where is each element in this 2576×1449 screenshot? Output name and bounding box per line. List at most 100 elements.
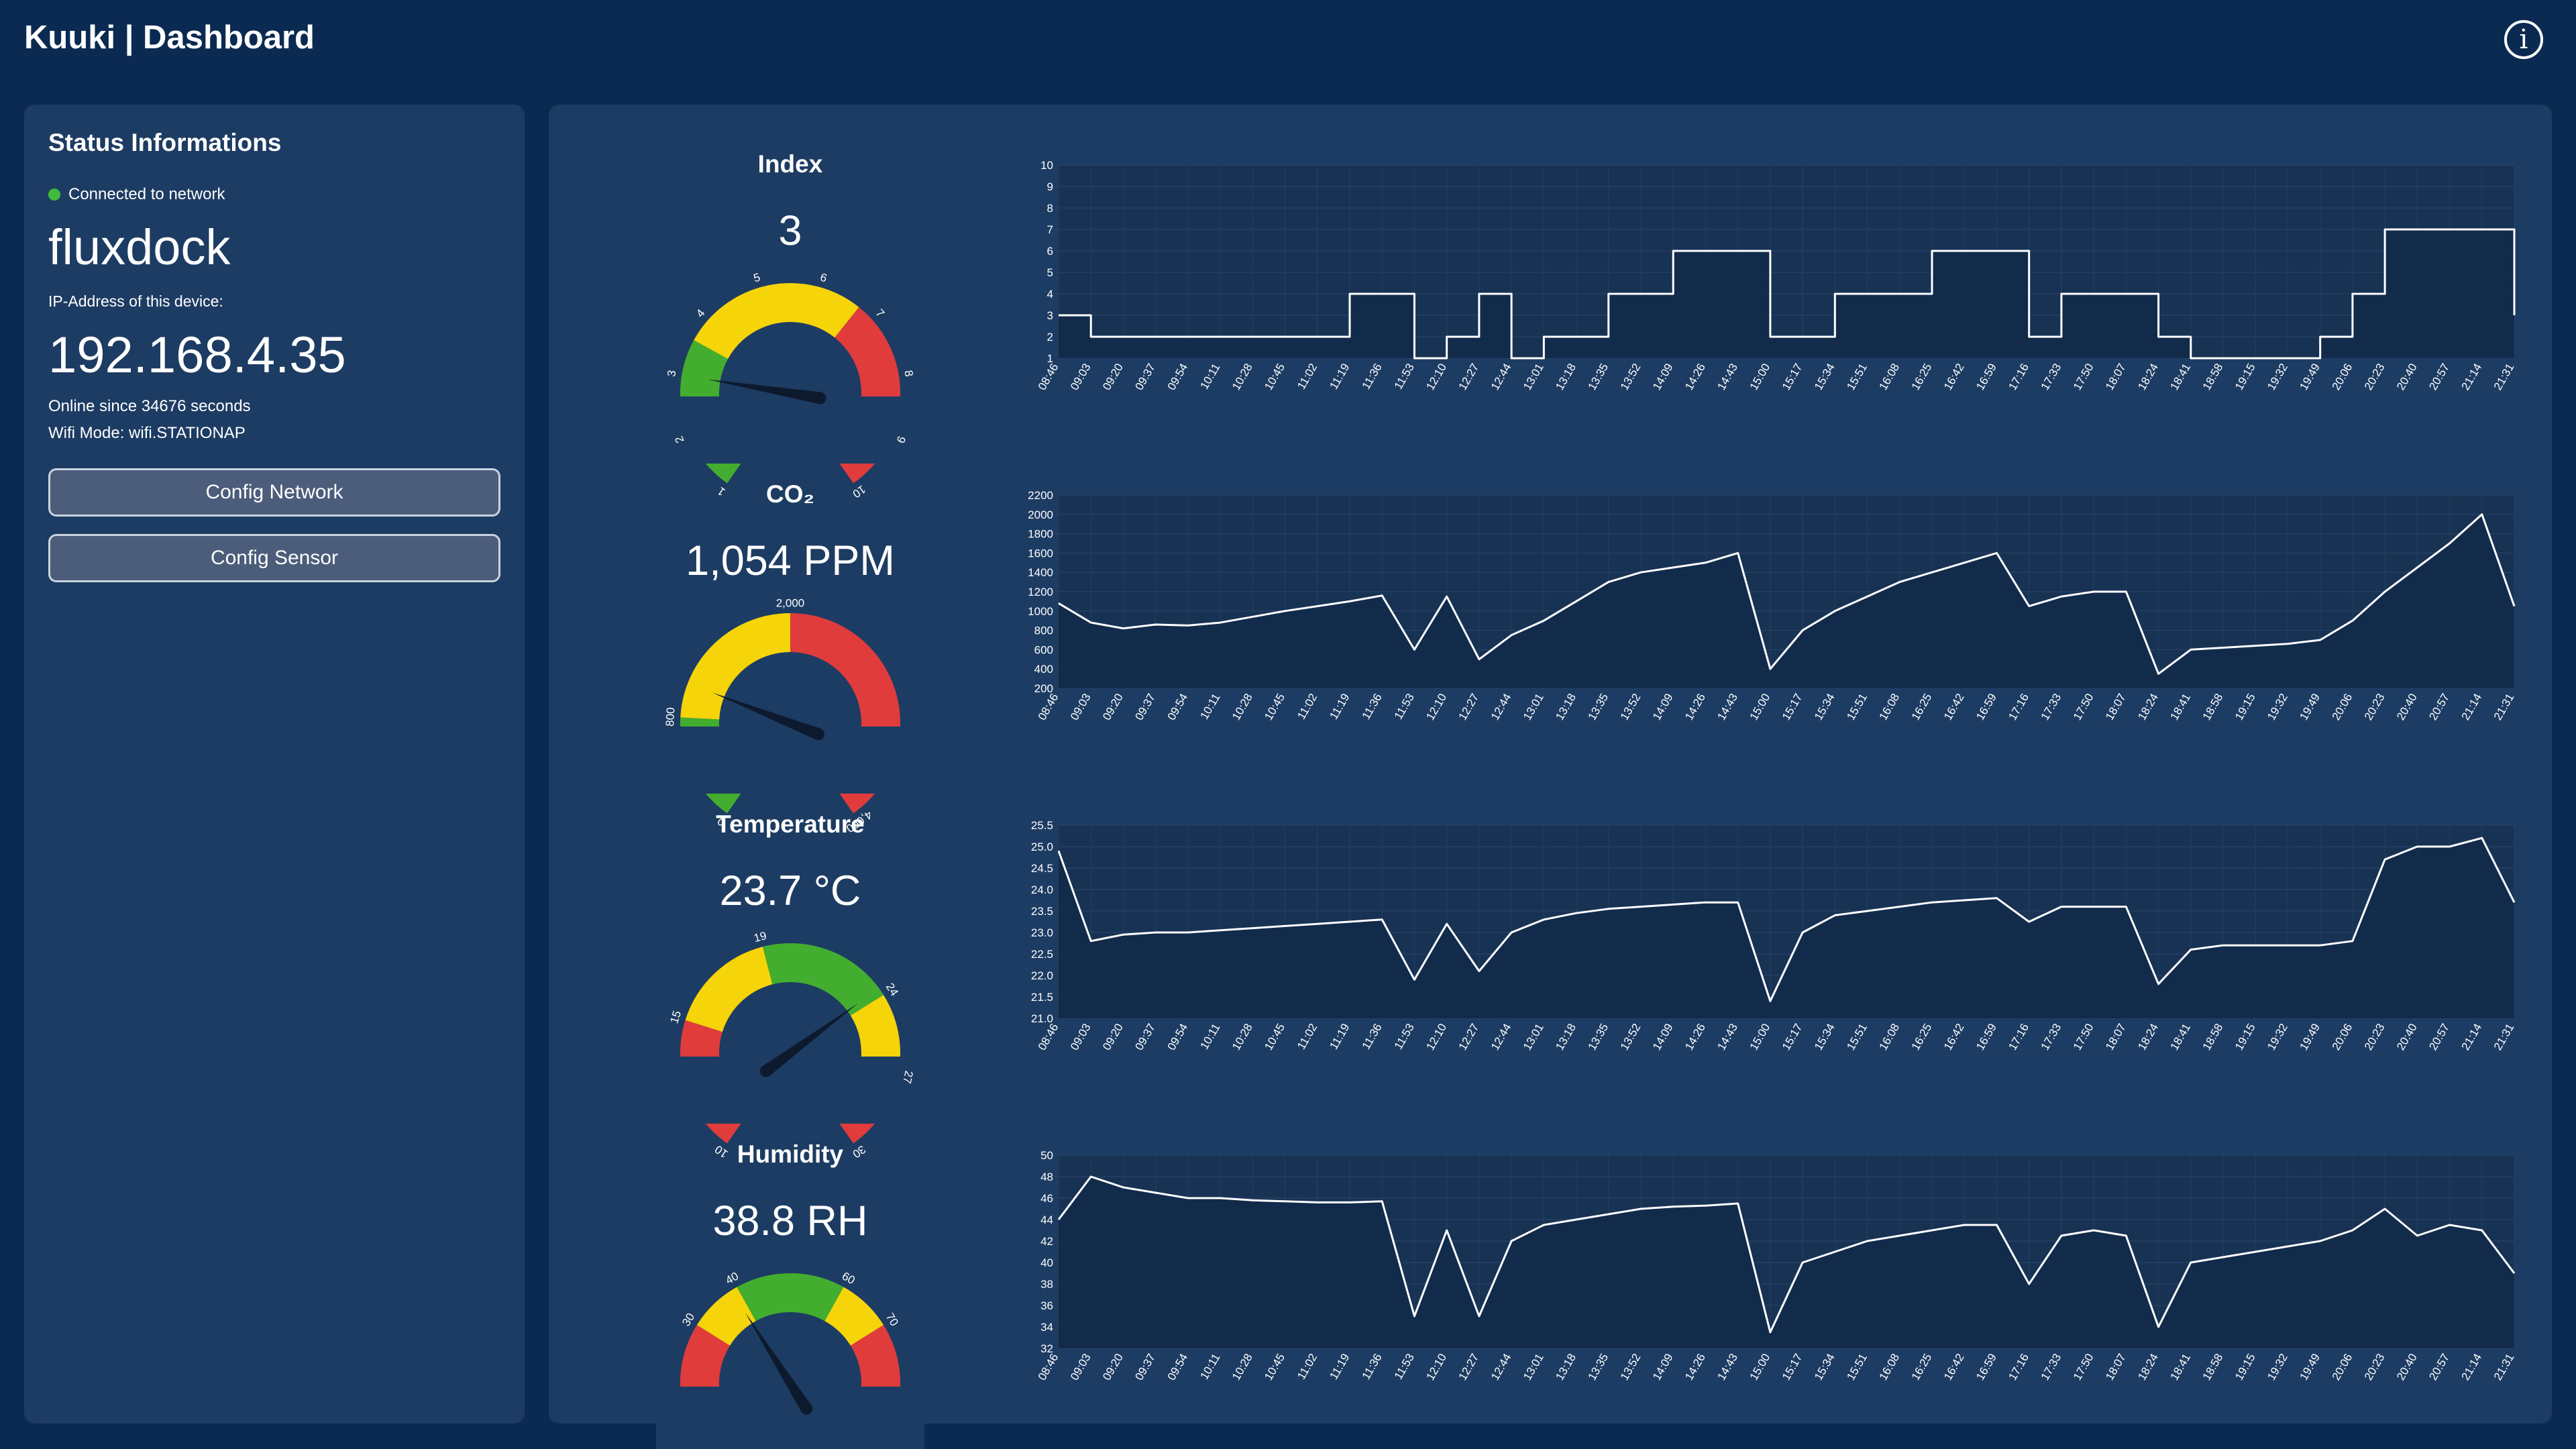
co2-title: CO₂: [766, 480, 814, 508]
temperature-value: 23.7 °C: [719, 867, 861, 914]
humidity-chart-x-tick: 13:18: [1553, 1352, 1578, 1383]
temperature-chart-y-tick: 24.5: [1031, 862, 1053, 875]
co2-gauge-needle: [712, 692, 821, 740]
humidity-chart-x-tick: 15:34: [1812, 1352, 1837, 1383]
index-chart-x-tick: 12:10: [1424, 362, 1449, 392]
temperature-chart-y-tick: 21.0: [1031, 1012, 1053, 1025]
index-chart-x-tick: 11:02: [1295, 362, 1320, 392]
temperature-chart-x-tick: 09:37: [1132, 1022, 1158, 1053]
config-sensor-button[interactable]: Config Sensor: [48, 534, 500, 582]
humidity-gauge-mask: [656, 1387, 924, 1449]
temperature-gauge-mask: [656, 1057, 924, 1124]
index-chart-x-tick: 18:07: [2103, 362, 2129, 392]
temperature-chart-x-tick: 14:09: [1650, 1022, 1676, 1053]
humidity-chart-y-tick: 34: [1040, 1321, 1053, 1334]
co2-chart-x-tick: 15:00: [1748, 692, 1773, 722]
index-chart-x-tick: 11:19: [1327, 362, 1352, 392]
humidity-chart-x-tick: 20:57: [2426, 1352, 2452, 1383]
humidity-chart-x-tick: 11:19: [1327, 1352, 1352, 1382]
index-gauge-hub: [814, 392, 826, 405]
temperature-chart-x-tick: 15:34: [1812, 1022, 1837, 1053]
temperature-chart-x-tick: 10:45: [1262, 1022, 1287, 1053]
index-chart-series-line: [1059, 228, 2516, 360]
temperature-chart-x-tick: 16:25: [1909, 1022, 1935, 1053]
humidity-chart-x-tick: 13:35: [1586, 1352, 1611, 1383]
temperature-chart-y-tick: 22.5: [1031, 948, 1053, 961]
humidity-chart-x-tick: 16:59: [1974, 1352, 1999, 1383]
co2-chart-x-tick: 18:58: [2200, 692, 2226, 722]
co2-gauge-mask: [656, 727, 924, 794]
config-network-button[interactable]: Config Network: [48, 468, 500, 517]
co2-chart-x-tick: 14:43: [1715, 692, 1740, 722]
humidity-gauge: 030406070100: [656, 1270, 924, 1449]
co2-chart-x-tick: 14:26: [1682, 692, 1708, 722]
co2-chart-x-tick: 13:18: [1553, 692, 1578, 722]
index-gauge-tick-label: 4: [694, 307, 707, 320]
index-chart-x-tick: 09:03: [1068, 362, 1093, 392]
humidity-chart-x-tick: 08:46: [1036, 1352, 1061, 1383]
co2-chart-x-tick: 20:23: [2362, 692, 2387, 722]
temperature-chart-x-tick: 19:15: [2233, 1022, 2258, 1053]
temperature-chart-x-tick: 08:46: [1036, 1022, 1061, 1053]
temperature-chart-x-tick: 18:58: [2200, 1022, 2226, 1053]
co2-chart-x-tick: 11:36: [1360, 692, 1385, 722]
humidity-chart-x-tick: 18:07: [2103, 1352, 2129, 1383]
humidity-chart-x-tick: 12:10: [1424, 1352, 1449, 1383]
index-chart-x-tick: 13:35: [1586, 362, 1611, 392]
co2-chart-y-tick: 400: [1034, 663, 1053, 676]
humidity-chart-x-tick: 11:02: [1295, 1352, 1320, 1382]
temperature-chart-x-tick: 16:08: [1877, 1022, 1902, 1053]
temperature-gauge-tick-label: 24: [883, 981, 901, 998]
co2-chart-x-tick: 10:45: [1262, 692, 1287, 722]
humidity-chart-x-tick: 16:42: [1941, 1352, 1967, 1383]
index-chart-x-tick: 18:24: [2135, 362, 2161, 392]
co2-chart-x-tick: 16:08: [1877, 692, 1902, 722]
humidity-chart: 32 34 36 38 40 42 44 46 48 50 08:46 09:03 09:20 09:37…: [1036, 1149, 2517, 1383]
co2-chart-x-tick: 21:14: [2459, 692, 2485, 722]
temperature-chart-x-tick: 17:33: [2039, 1022, 2064, 1053]
humidity-chart-x-tick: 14:26: [1682, 1352, 1708, 1383]
co2-chart-x-tick: 11:02: [1295, 692, 1320, 722]
co2-chart-y-tick: 2000: [1028, 508, 1053, 521]
index-chart-y-tick: 8: [1047, 202, 1053, 215]
index-chart-x-tick: 15:51: [1844, 362, 1870, 392]
co2-chart-y-tick: 1200: [1028, 586, 1053, 598]
temperature-chart-x-tick: 10:11: [1197, 1022, 1222, 1052]
temperature-chart-x-tick: 09:54: [1165, 1022, 1191, 1053]
humidity-chart-x-tick: 14:09: [1650, 1352, 1676, 1383]
temperature-chart-y-tick: 25.5: [1031, 819, 1053, 832]
humidity-chart-y-tick: 36: [1040, 1299, 1053, 1312]
index-chart-x-tick: 18:58: [2200, 362, 2226, 392]
index-chart-x-tick: 11:36: [1360, 362, 1385, 392]
humidity-chart-x-tick: 20:40: [2394, 1352, 2420, 1383]
temperature-chart-y-tick: 21.5: [1031, 991, 1053, 1004]
index-chart-y-tick: 6: [1047, 245, 1053, 258]
humidity-chart-x-tick: 10:11: [1197, 1352, 1222, 1382]
humidity-value: 38.8 RH: [712, 1197, 868, 1244]
temperature-chart-x-tick: 19:32: [2265, 1022, 2290, 1053]
wifi-mode: Wifi Mode: wifi.STATIONAP: [48, 424, 246, 442]
humidity-chart-x-tick: 12:44: [1489, 1352, 1514, 1383]
index-chart-x-tick: 19:15: [2233, 362, 2258, 392]
co2-chart-x-tick: 09:20: [1100, 692, 1126, 722]
index-chart-x-tick: 14:26: [1682, 362, 1708, 392]
index-value: 3: [778, 207, 802, 254]
index-chart-x-tick: 15:00: [1748, 362, 1773, 392]
temperature-chart-x-tick: 20:23: [2362, 1022, 2387, 1053]
humidity-chart-x-tick: 18:41: [2168, 1352, 2194, 1383]
humidity-chart-x-tick: 12:27: [1456, 1352, 1482, 1383]
index-chart-x-tick: 16:08: [1877, 362, 1902, 392]
co2-chart-y-tick: 2200: [1028, 489, 1053, 502]
humidity-chart-x-tick: 16:08: [1877, 1352, 1902, 1383]
temperature-chart-x-tick: 18:07: [2103, 1022, 2129, 1053]
temperature-title: Temperature: [716, 810, 865, 838]
info-icon[interactable]: i: [2504, 20, 2543, 59]
co2-gauge-band-1: [680, 613, 791, 720]
index-chart-x-tick: 12:44: [1489, 362, 1514, 392]
index-chart-y-tick: 1: [1047, 352, 1053, 365]
humidity-chart-x-tick: 13:01: [1521, 1352, 1546, 1383]
humidity-chart-x-tick: 21:31: [2491, 1352, 2517, 1383]
temperature-chart-x-tick: 09:03: [1068, 1022, 1093, 1053]
